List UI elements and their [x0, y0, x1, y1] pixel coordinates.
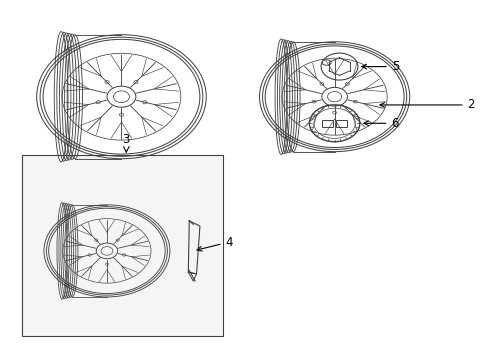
FancyBboxPatch shape	[22, 155, 223, 336]
Bar	[322, 120, 333, 127]
Text: 2: 2	[380, 98, 475, 112]
Text: 5: 5	[362, 60, 399, 73]
Text: 1: 1	[0, 359, 1, 360]
Text: 4: 4	[197, 235, 233, 251]
Bar	[336, 120, 347, 127]
Text: 6: 6	[364, 117, 399, 130]
Text: 3: 3	[122, 133, 130, 146]
